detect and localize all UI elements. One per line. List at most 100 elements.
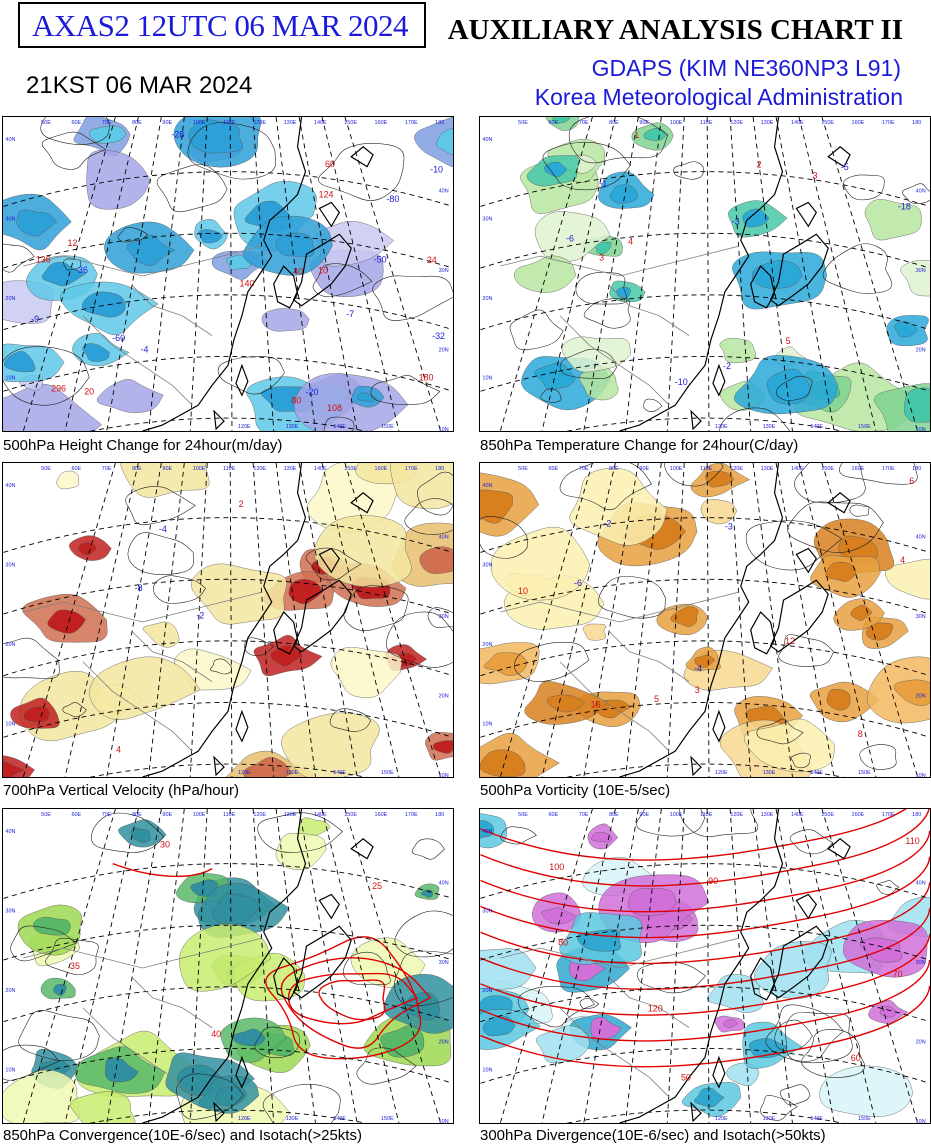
lon-label: 150E bbox=[381, 1116, 394, 1122]
shaded-region bbox=[744, 718, 835, 773]
shaded-core bbox=[552, 117, 571, 124]
shaded-core bbox=[275, 232, 315, 257]
longitude-line bbox=[275, 117, 316, 431]
lat-label: 40N bbox=[439, 189, 449, 195]
contour-value-label: -10 bbox=[675, 377, 688, 387]
lon-label: 170E bbox=[405, 466, 418, 472]
contour-line bbox=[176, 1073, 244, 1120]
longitude-line bbox=[729, 463, 752, 777]
coast-segment bbox=[292, 233, 352, 307]
contour-value-label: 110 bbox=[905, 836, 919, 846]
lon-label: 80E bbox=[609, 120, 619, 126]
shaded-region bbox=[3, 383, 103, 431]
lon-label: 130E bbox=[286, 1116, 299, 1122]
contour-line bbox=[125, 486, 196, 526]
lat-label: 40N bbox=[439, 881, 449, 887]
contour-line bbox=[822, 243, 893, 294]
lat-label: 10N bbox=[482, 721, 492, 727]
lon-label: 130E bbox=[286, 770, 299, 776]
shaded-region bbox=[314, 515, 412, 588]
shaded-core bbox=[480, 489, 513, 524]
contour-value-label: 50 bbox=[681, 1072, 691, 1082]
lon-labels-bottom: 120E 130E 140E 150E bbox=[238, 424, 394, 430]
shaded-region bbox=[569, 467, 668, 546]
lon-label: 130E bbox=[763, 424, 776, 430]
border-line bbox=[82, 661, 193, 752]
contour-line bbox=[568, 117, 669, 164]
lat-label: 10N bbox=[5, 721, 15, 727]
country-borders bbox=[500, 245, 739, 406]
longitude-line bbox=[22, 117, 116, 431]
shaded-core bbox=[723, 1019, 738, 1028]
longitude-line bbox=[798, 117, 877, 431]
contour-value-label: -80 bbox=[386, 194, 399, 204]
longitude-line bbox=[321, 117, 400, 431]
lon-label: 180 bbox=[912, 120, 921, 126]
lat-label: 40N bbox=[482, 483, 492, 489]
shaded-core bbox=[78, 542, 97, 556]
border-line bbox=[23, 937, 262, 969]
contour-line bbox=[187, 122, 276, 180]
shaded-region bbox=[3, 1069, 80, 1123]
lat-label: 10N bbox=[439, 427, 449, 431]
shaded-core bbox=[705, 470, 735, 488]
contour-line bbox=[790, 752, 811, 769]
lon-labels-top: 50E 60E 70E 80E 90E 100E 110E 120E 130E 140E 150E 1… bbox=[41, 466, 444, 472]
shaded-core bbox=[33, 916, 71, 936]
longitude-line bbox=[729, 809, 752, 1123]
contour-line bbox=[370, 375, 441, 405]
latitude-line bbox=[480, 640, 930, 677]
contour-line bbox=[343, 585, 409, 631]
latitude-line bbox=[88, 1109, 368, 1123]
latitude-line bbox=[480, 517, 930, 553]
lon-label: 170E bbox=[405, 812, 418, 818]
contour-value-label: -36 bbox=[75, 265, 88, 275]
contour-labels: 25 30 35 40 bbox=[70, 840, 382, 1039]
latitude-line bbox=[3, 640, 453, 677]
contour-line bbox=[62, 258, 82, 271]
coast-segment bbox=[750, 265, 776, 309]
contour-line bbox=[40, 117, 111, 145]
contour-value-label: -50 bbox=[374, 255, 387, 265]
lon-label: 130E bbox=[761, 466, 774, 472]
caption-500hpa-height-change: 500hPa Height Change for 24hour(m/day) bbox=[3, 437, 283, 454]
contour-line bbox=[417, 471, 453, 516]
contour-value-label: 4 bbox=[900, 555, 905, 565]
lat-label: 20N bbox=[439, 348, 449, 354]
lon-label: 150E bbox=[821, 812, 834, 818]
contour-value-label: 90 bbox=[708, 876, 718, 886]
coast-segment bbox=[350, 492, 374, 514]
lon-label: 90E bbox=[639, 466, 649, 472]
latitude-line bbox=[480, 578, 930, 615]
contour-line bbox=[775, 375, 813, 401]
contour-line bbox=[3, 637, 60, 680]
lon-label: 120E bbox=[253, 812, 266, 818]
shaded-region bbox=[582, 623, 607, 641]
contour-line bbox=[745, 520, 843, 571]
shaded-core bbox=[436, 128, 453, 156]
lat-label: 40N bbox=[5, 483, 15, 489]
border-line bbox=[500, 937, 739, 969]
contour-line bbox=[3, 1044, 60, 1081]
contour-value-label: -9 bbox=[31, 314, 39, 324]
longitude-line bbox=[666, 463, 685, 777]
lon-label: 110E bbox=[700, 466, 713, 472]
contour-line bbox=[859, 744, 897, 770]
contour-line bbox=[153, 575, 207, 604]
border-line bbox=[559, 1007, 670, 1098]
contour-value-label: -28 bbox=[171, 130, 184, 140]
lat-label: 20N bbox=[916, 348, 926, 354]
contour-line bbox=[394, 950, 453, 1007]
product-code-box: AXAS2 12UTC 06 MAR 2024 bbox=[18, 2, 426, 48]
contour-line bbox=[62, 702, 87, 718]
coast-segment bbox=[273, 611, 299, 655]
contour-line bbox=[411, 838, 445, 860]
shaded-region bbox=[281, 712, 380, 777]
contour-line bbox=[839, 463, 918, 485]
coast-segment bbox=[619, 809, 784, 1123]
contour-line bbox=[356, 1047, 417, 1085]
contour-line bbox=[386, 611, 453, 668]
latitude-line bbox=[3, 986, 453, 1023]
lon-label: 140E bbox=[333, 424, 346, 430]
lon-label: 150E bbox=[344, 812, 357, 818]
